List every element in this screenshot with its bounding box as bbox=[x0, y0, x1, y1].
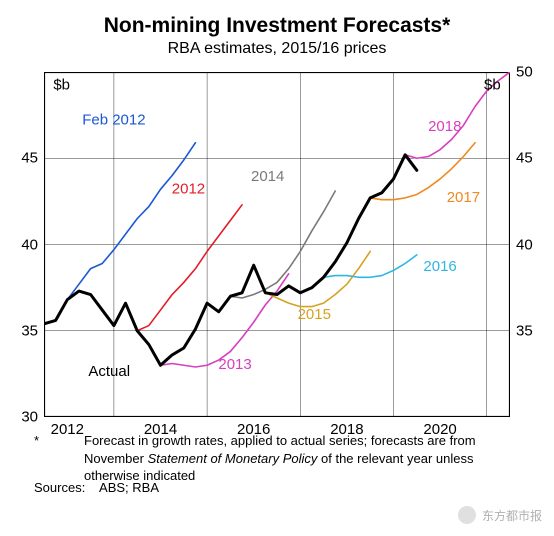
watermark-text: 东方都市报 bbox=[482, 507, 542, 524]
series-label-actual: Actual bbox=[88, 363, 130, 380]
figure-container: Non-mining Investment Forecasts* RBA est… bbox=[0, 0, 554, 536]
sources-value: ABS; RBA bbox=[99, 480, 159, 495]
series-label-feb2012: Feb 2012 bbox=[82, 111, 145, 128]
tick-label: 35 bbox=[21, 322, 38, 339]
series-label-y2014: 2014 bbox=[251, 168, 284, 185]
series-label-y2017: 2017 bbox=[447, 189, 480, 206]
series-label-y2012: 2012 bbox=[172, 180, 205, 197]
wechat-icon bbox=[458, 506, 476, 524]
sources: Sources: ABS; RBA bbox=[34, 480, 159, 495]
chart-subtitle: RBA estimates, 2015/16 prices bbox=[0, 40, 554, 58]
tick-label: 40 bbox=[21, 236, 38, 253]
plot-area: Feb 2012 2012 2013 2014 2015 2016 2017 2018 Actu… bbox=[44, 72, 510, 417]
svg-text:$b: $b bbox=[53, 76, 70, 93]
tick-label: 2012 bbox=[51, 421, 84, 438]
tick-label: 2020 bbox=[423, 421, 456, 438]
chart-title: Non-mining Investment Forecasts* bbox=[0, 14, 554, 38]
tick-label: 2014 bbox=[144, 421, 177, 438]
tick-label: 2018 bbox=[330, 421, 363, 438]
series-label-y2016: 2016 bbox=[423, 258, 456, 275]
tick-label: 2016 bbox=[237, 421, 270, 438]
footnote-line2b: Statement of Monetary Policy bbox=[148, 451, 318, 466]
footnote-star: * bbox=[34, 432, 50, 450]
footnote-line2a: November bbox=[84, 451, 148, 466]
tick-label: 40 bbox=[516, 236, 533, 253]
series-label-y2013: 2013 bbox=[218, 356, 251, 373]
footnote-line2c: of the relevant year unless bbox=[317, 451, 473, 466]
tick-label: 45 bbox=[516, 150, 533, 167]
series-label-y2018: 2018 bbox=[428, 118, 461, 135]
tick-label: 45 bbox=[21, 150, 38, 167]
footnote-body: Forecast in growth rates, applied to act… bbox=[84, 432, 520, 485]
series-label-y2015: 2015 bbox=[298, 306, 331, 323]
svg-text:$b: $b bbox=[484, 76, 501, 93]
watermark: 东方都市报 bbox=[458, 506, 542, 524]
tick-label: 50 bbox=[516, 64, 533, 81]
tick-label: 35 bbox=[516, 322, 533, 339]
chart-svg: Feb 2012 2012 2013 2014 2015 2016 2017 2018 Actu… bbox=[44, 72, 510, 417]
footnote-line1: Forecast in growth rates, applied to act… bbox=[84, 433, 476, 448]
tick-label: 30 bbox=[21, 409, 38, 426]
sources-label: Sources: bbox=[34, 480, 85, 495]
footnote: * Forecast in growth rates, applied to a… bbox=[34, 432, 520, 485]
